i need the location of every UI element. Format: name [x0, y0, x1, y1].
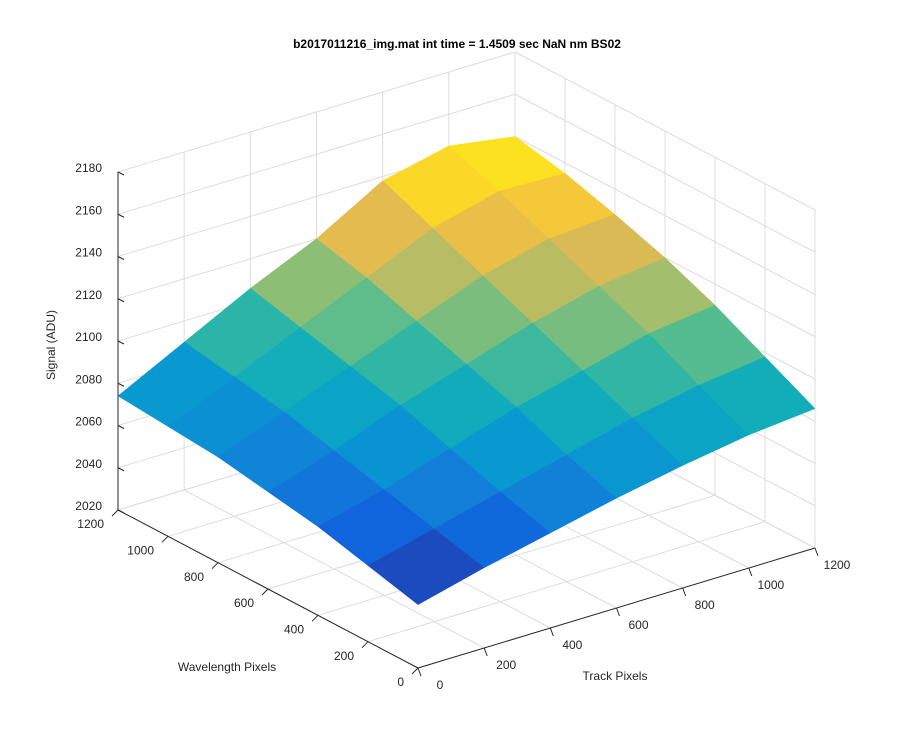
y-tick-label: 200	[334, 649, 354, 663]
y-tick-label: 800	[184, 570, 204, 584]
z-tick	[117, 425, 125, 429]
x-tick	[748, 567, 753, 577]
y-axis-label: Wavelength Pixels	[178, 660, 276, 674]
x-tick	[417, 667, 422, 677]
chart-title: b2017011216_img.mat int time = 1.4509 se…	[293, 37, 621, 51]
x-tick	[483, 647, 488, 657]
surface	[117, 136, 816, 605]
y-tick	[111, 509, 119, 517]
z-tick-label: 2020	[75, 499, 102, 513]
grid-line	[367, 521, 766, 643]
x-tick-label: 0	[437, 678, 444, 692]
surface-cell	[367, 528, 485, 605]
z-tick	[117, 213, 125, 218]
y-tick	[411, 667, 419, 675]
z-tick	[117, 171, 125, 176]
y-tick-label: 1200	[77, 517, 104, 531]
grid-line	[317, 494, 716, 616]
y-tick-label: 0	[397, 675, 404, 689]
z-tick	[117, 382, 125, 387]
z-tick-label: 2100	[75, 330, 102, 344]
z-tick-label: 2160	[75, 203, 102, 217]
y-tick-label: 400	[284, 623, 304, 637]
x-tick-label: 800	[695, 598, 715, 612]
x-tick	[616, 607, 620, 617]
x-tick-label: 400	[562, 638, 582, 652]
y-tick	[161, 535, 169, 543]
axes: 0 200 400 600 800 1000 1200 0 200 400 600 800 1000 12…	[75, 161, 850, 692]
x-tick	[549, 627, 554, 637]
y-tick-label: 600	[234, 596, 254, 610]
z-tick-label: 2060	[75, 415, 102, 429]
z-tick	[117, 467, 125, 472]
z-tick-label: 2180	[75, 161, 102, 175]
x-tick	[814, 547, 819, 557]
z-tick-label: 2040	[75, 457, 102, 471]
z-tick	[117, 298, 125, 303]
grid-line	[514, 136, 816, 295]
z-axis-label: Signal (ADU)	[44, 310, 58, 380]
z-tick	[117, 509, 125, 514]
x-tick-label: 600	[628, 618, 648, 632]
z-tick	[117, 256, 125, 260]
x-tick-label: 1200	[824, 558, 851, 572]
grid-line	[514, 51, 816, 211]
y-tick	[261, 588, 269, 596]
x-tick-label: 1000	[757, 578, 784, 592]
z-tick-label: 2120	[75, 288, 102, 302]
z-tick	[117, 340, 125, 345]
z-tick-label: 2080	[75, 372, 102, 386]
grid-line	[514, 93, 816, 253]
x-tick	[682, 587, 687, 597]
x-axis-label: Track Pixels	[583, 669, 648, 683]
y-tick	[361, 641, 369, 649]
grid-line	[117, 51, 516, 173]
grid-line	[117, 93, 516, 215]
y-tick	[211, 562, 219, 570]
y-tick-label: 1000	[127, 544, 154, 558]
y-tick	[311, 614, 319, 622]
x-tick-label: 200	[496, 658, 516, 672]
z-tick-label: 2140	[75, 246, 102, 260]
